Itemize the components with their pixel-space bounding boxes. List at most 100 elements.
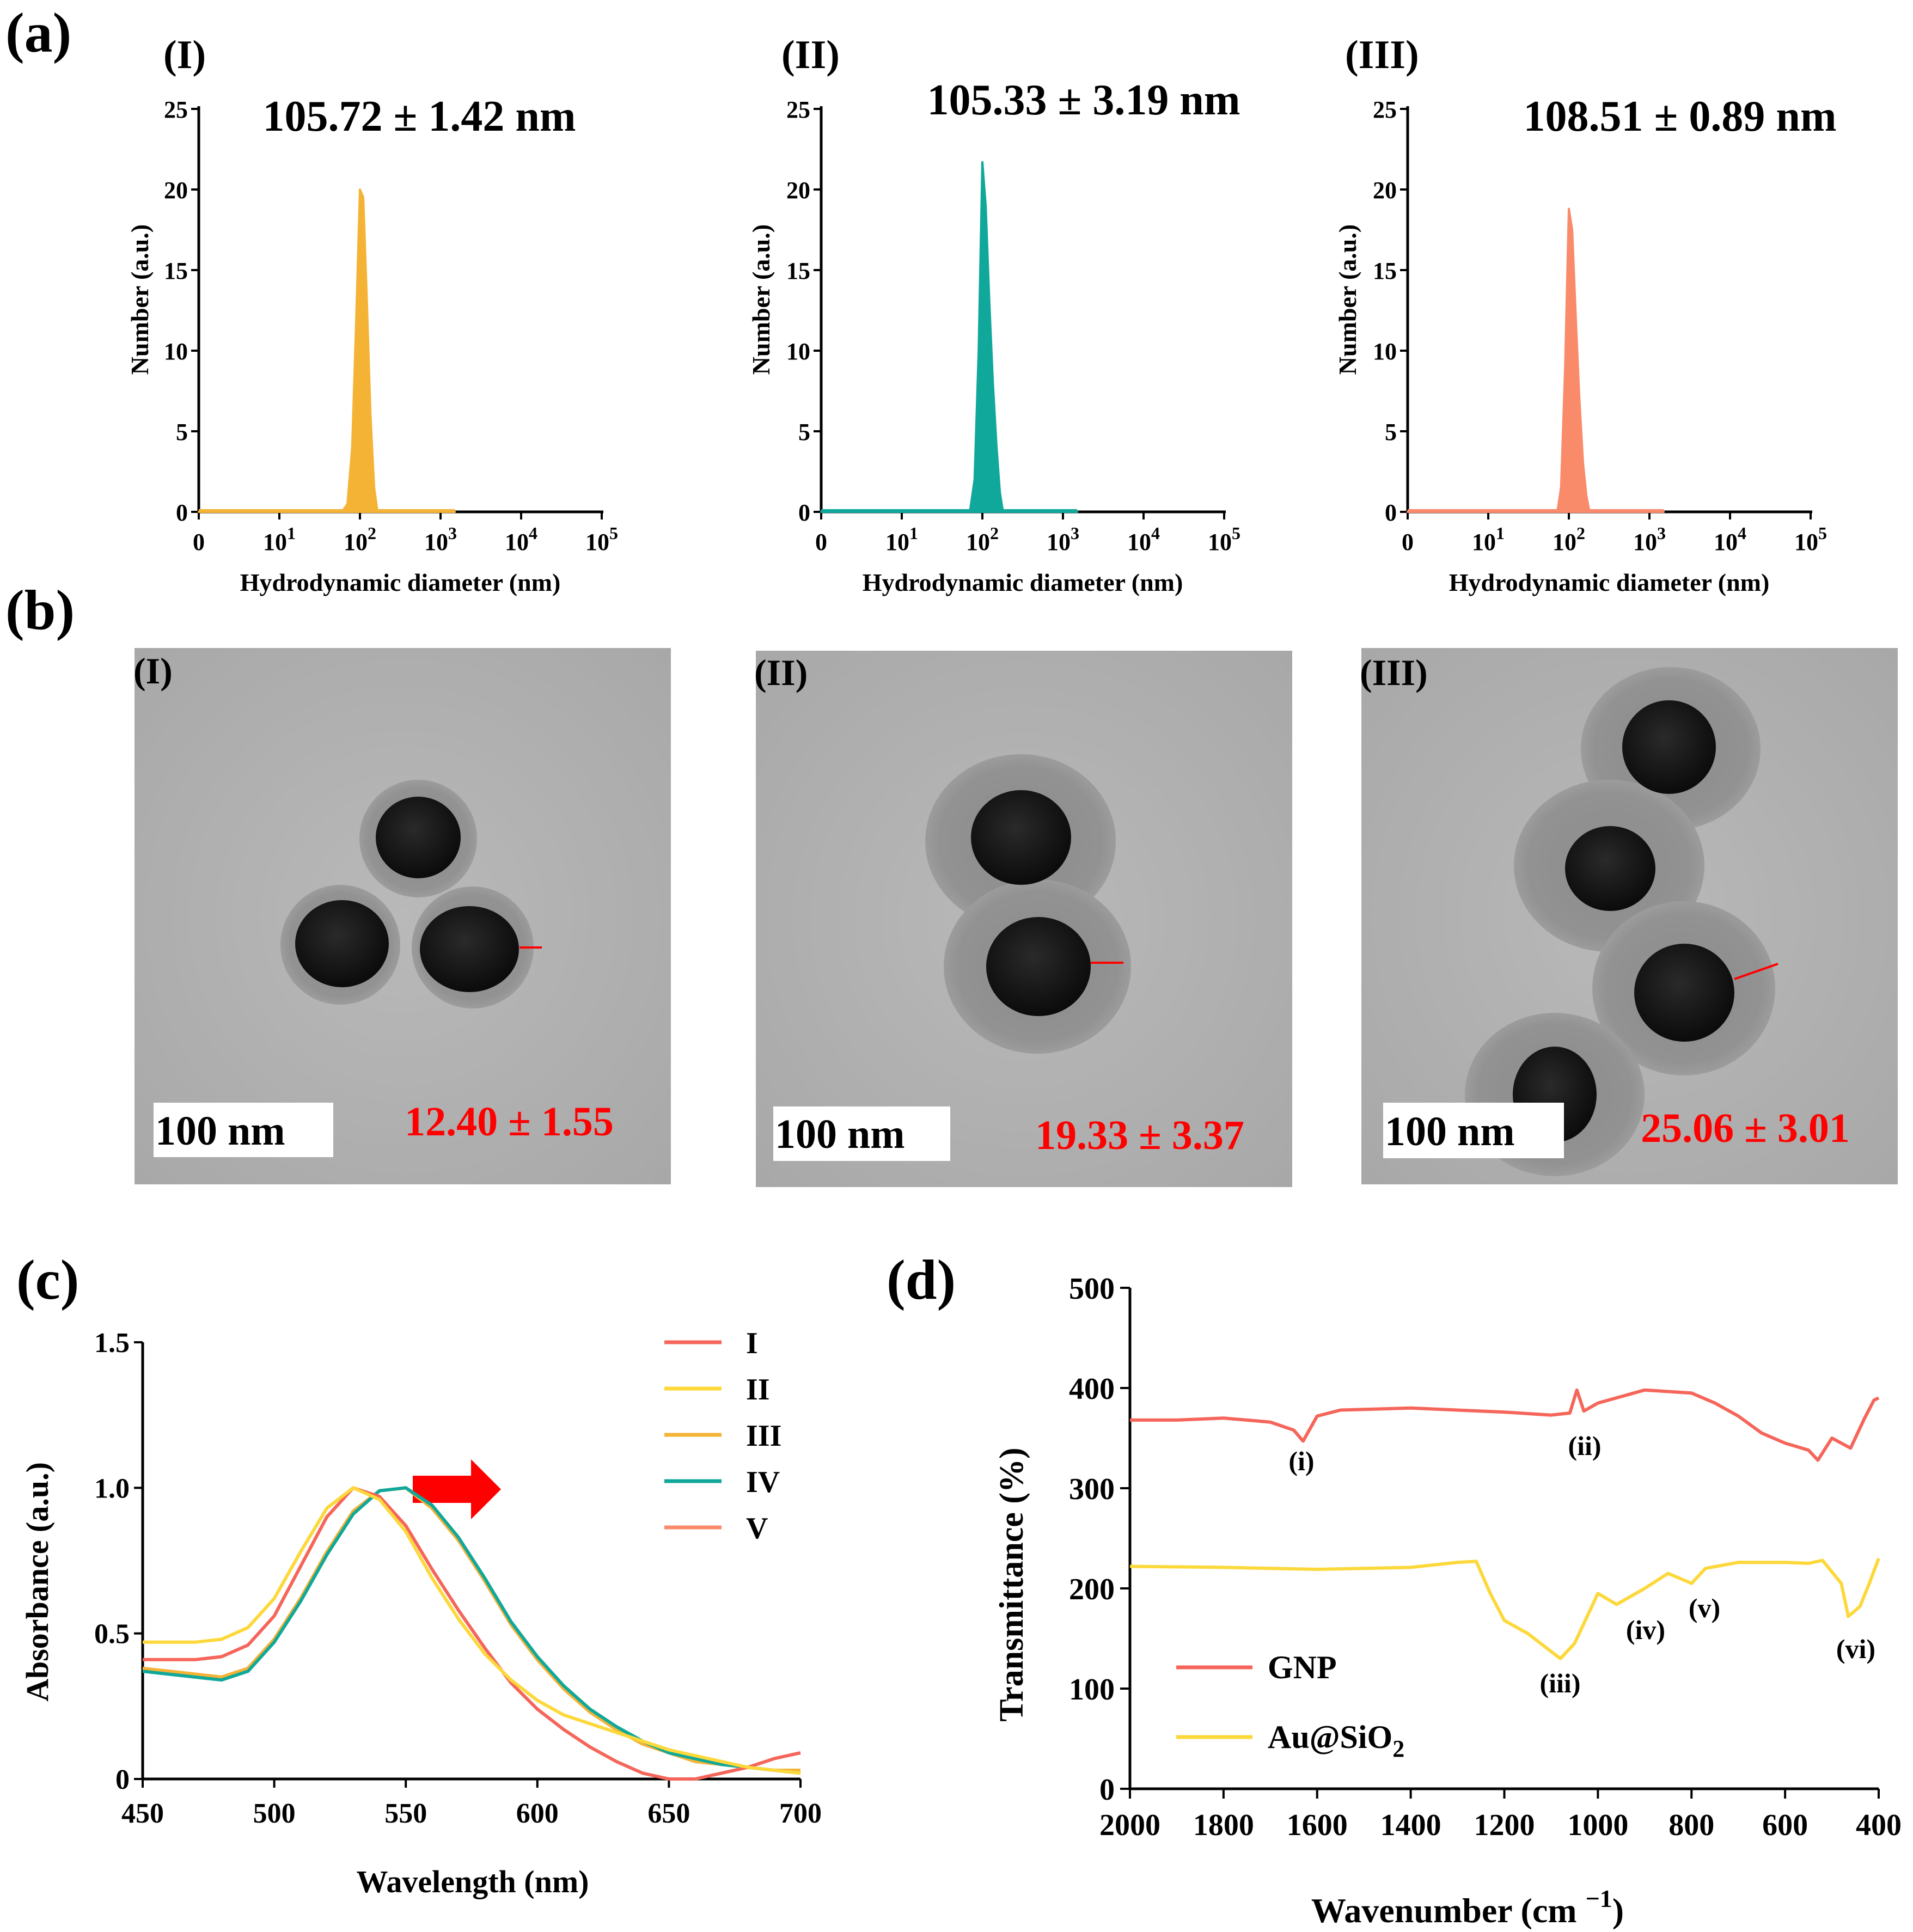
- dls-x-tick-base: 10: [505, 529, 529, 555]
- ftir-y-tick-label: 400: [1069, 1372, 1115, 1406]
- ftir-x-tick-label: 1400: [1380, 1808, 1441, 1842]
- dls-x-tick-label: 102: [1553, 523, 1585, 555]
- dls-x-tick-label: 102: [966, 523, 999, 555]
- dls-roman-label: (I): [163, 33, 206, 77]
- dls-x-tick-base: 10: [1047, 529, 1071, 555]
- dls-x-tick-label: 105: [1794, 523, 1827, 555]
- uv-y-tick-label: 0: [115, 1764, 130, 1795]
- uv-x-tick-label: 450: [121, 1798, 164, 1829]
- uv-x-tick-label: 650: [647, 1798, 690, 1829]
- ftir-x-tick-label: 800: [1668, 1808, 1714, 1842]
- ftir-y-tick-label: 500: [1069, 1272, 1115, 1306]
- legend-label-ausio2: Au@SiO2: [1268, 1719, 1404, 1762]
- tem-image-I: (I) 100 nm 12.40 ± 1.55: [133, 648, 671, 1184]
- dls-x-tick-base: 0: [1402, 529, 1414, 555]
- dls-x-tick-exp: 3: [448, 523, 457, 543]
- dls-x-tick-base: 10: [1714, 529, 1738, 555]
- ftir-x-axis-title: Wavenumber (cm −1): [1311, 1885, 1624, 1930]
- ftir-series-line-GNP: [1130, 1388, 1880, 1462]
- scale-bar-box: [773, 1106, 950, 1161]
- dls-y-tick-label: 25: [1373, 96, 1397, 123]
- dls-x-tick-exp: 1: [909, 523, 918, 543]
- tem-image-II: (II) 100 nm 19.33 ± 3.37: [754, 651, 1292, 1187]
- dls-y-tick-label: 15: [1373, 258, 1397, 284]
- dls-distribution: [198, 188, 456, 513]
- dls-y-tick-label: 15: [164, 258, 188, 284]
- gold-core: [971, 790, 1071, 885]
- dls-y-tick-label: 5: [798, 419, 810, 445]
- dls-x-tick-base: 10: [263, 529, 287, 555]
- dls-size-stat: 105.33 ± 3.19 nm: [927, 76, 1240, 124]
- ftir-peak-label-ii: (ii): [1568, 1430, 1601, 1461]
- ftir-y-tick-label: 200: [1069, 1573, 1115, 1606]
- ftir-x-title-sup: −1: [1586, 1885, 1612, 1912]
- uv-x-tick-label: 700: [779, 1798, 822, 1829]
- ftir-peak-label-iv: (iv): [1626, 1615, 1665, 1645]
- dls-x-tick-base: 0: [815, 529, 827, 555]
- dls-x-tick-label: 103: [424, 523, 457, 555]
- dls-x-tick-label: 101: [1472, 523, 1505, 555]
- dls-roman-label: (II): [781, 33, 840, 77]
- ftir-x-title-main: Wavenumber (cm: [1311, 1891, 1586, 1930]
- ftir-x-tick-label: 1200: [1474, 1808, 1535, 1842]
- dls-x-tick-base: 10: [1472, 529, 1496, 555]
- tem-roman-label: (I): [133, 650, 173, 692]
- uv-y-tick-label: 0.5: [94, 1619, 130, 1650]
- ftir-y-axis-title: Transmittance (%): [993, 1447, 1030, 1721]
- dls-y-tick-label: 5: [176, 419, 188, 445]
- dls-y-tick-label: 20: [164, 177, 188, 204]
- dls-x-tick-label: 105: [1208, 523, 1240, 555]
- uv-legend-label-I: I: [746, 1326, 758, 1360]
- dls-size-stat: 105.72 ± 1.42 nm: [262, 93, 576, 140]
- dls-y-tick-label: 0: [176, 499, 188, 526]
- dls-panel-I: (I) 105.72 ± 1.42 nm Number (a.u.) Hydro…: [126, 33, 618, 596]
- dls-x-tick-base: 10: [585, 529, 609, 555]
- ftir-peak-label-v: (v): [1689, 1593, 1720, 1623]
- uv-x-axis-title: Wavelength (nm): [357, 1864, 589, 1899]
- ftir-x-tick-label: 1800: [1193, 1808, 1254, 1842]
- scale-bar-box: [1383, 1103, 1564, 1158]
- dls-x-tick-base: 10: [1208, 529, 1232, 555]
- dls-x-tick-label: 0: [193, 529, 205, 555]
- legend-ausio2-main: Au@SiO: [1268, 1719, 1392, 1755]
- redshift-arrow: [413, 1459, 501, 1519]
- dls-x-tick-base: 10: [885, 529, 909, 555]
- tem-roman-label: (II): [754, 652, 808, 693]
- dls-x-tick-label: 105: [585, 523, 618, 555]
- ftir-chart: Transmittance (%) Wavenumber (cm −1) (i)…: [993, 1272, 1902, 1930]
- dls-x-axis-title: Hydrodynamic diameter (nm): [1449, 568, 1770, 596]
- panel-label-d: (d): [887, 1249, 956, 1311]
- uv-series-line-I: [143, 1486, 801, 1781]
- dls-x-tick-label: 103: [1633, 523, 1666, 555]
- scale-bar-label: 100 nm: [1385, 1109, 1515, 1154]
- uv-y-axis-title: Absorbance (a.u.): [20, 1462, 55, 1702]
- dls-y-tick-label: 25: [164, 96, 188, 123]
- dls-y-axis-title: Number (a.u.): [1334, 224, 1361, 375]
- ftir-x-tick-label: 400: [1856, 1808, 1902, 1842]
- dls-distribution: [1407, 207, 1665, 513]
- dls-x-tick-base: 10: [424, 529, 448, 555]
- tem-roman-label: (III): [1360, 652, 1428, 693]
- ftir-x-title-close: ): [1612, 1891, 1624, 1930]
- uv-vis-chart: Wavelength (nm) Absorbance (a.u.) 0 0.5 1.…: [20, 1326, 822, 1899]
- dls-x-tick-exp: 5: [1818, 523, 1827, 543]
- dls-panel-III: (III) 108.51 ± 0.89 nm Number (a.u.) Hyd…: [1334, 33, 1837, 596]
- dls-x-tick-base: 10: [344, 529, 368, 555]
- dls-panel-II: (II) 105.33 ± 3.19 nm Number (a.u.) Hydr…: [747, 33, 1240, 596]
- panel-label-a: (a): [5, 2, 71, 64]
- ftir-y-tick-label: 300: [1069, 1472, 1115, 1506]
- dls-x-tick-exp: 2: [1576, 523, 1585, 543]
- gold-core: [986, 917, 1091, 1016]
- uv-x-tick-label: 600: [516, 1798, 559, 1829]
- ftir-peak-label-vi: (vi): [1836, 1634, 1875, 1664]
- shell-thickness-value: 12.40 ± 1.55: [405, 1099, 614, 1145]
- dls-y-tick-label: 0: [798, 499, 810, 526]
- legend-ausio2-sub: 2: [1392, 1735, 1404, 1762]
- dls-x-tick-label: 103: [1047, 523, 1079, 555]
- ftir-x-tick-label: 1000: [1567, 1808, 1628, 1842]
- dls-y-tick-label: 20: [1373, 177, 1397, 204]
- uv-y-tick-label: 1.5: [94, 1328, 130, 1359]
- dls-x-tick-label: 104: [1127, 523, 1160, 555]
- uv-legend-label-II: II: [746, 1373, 770, 1407]
